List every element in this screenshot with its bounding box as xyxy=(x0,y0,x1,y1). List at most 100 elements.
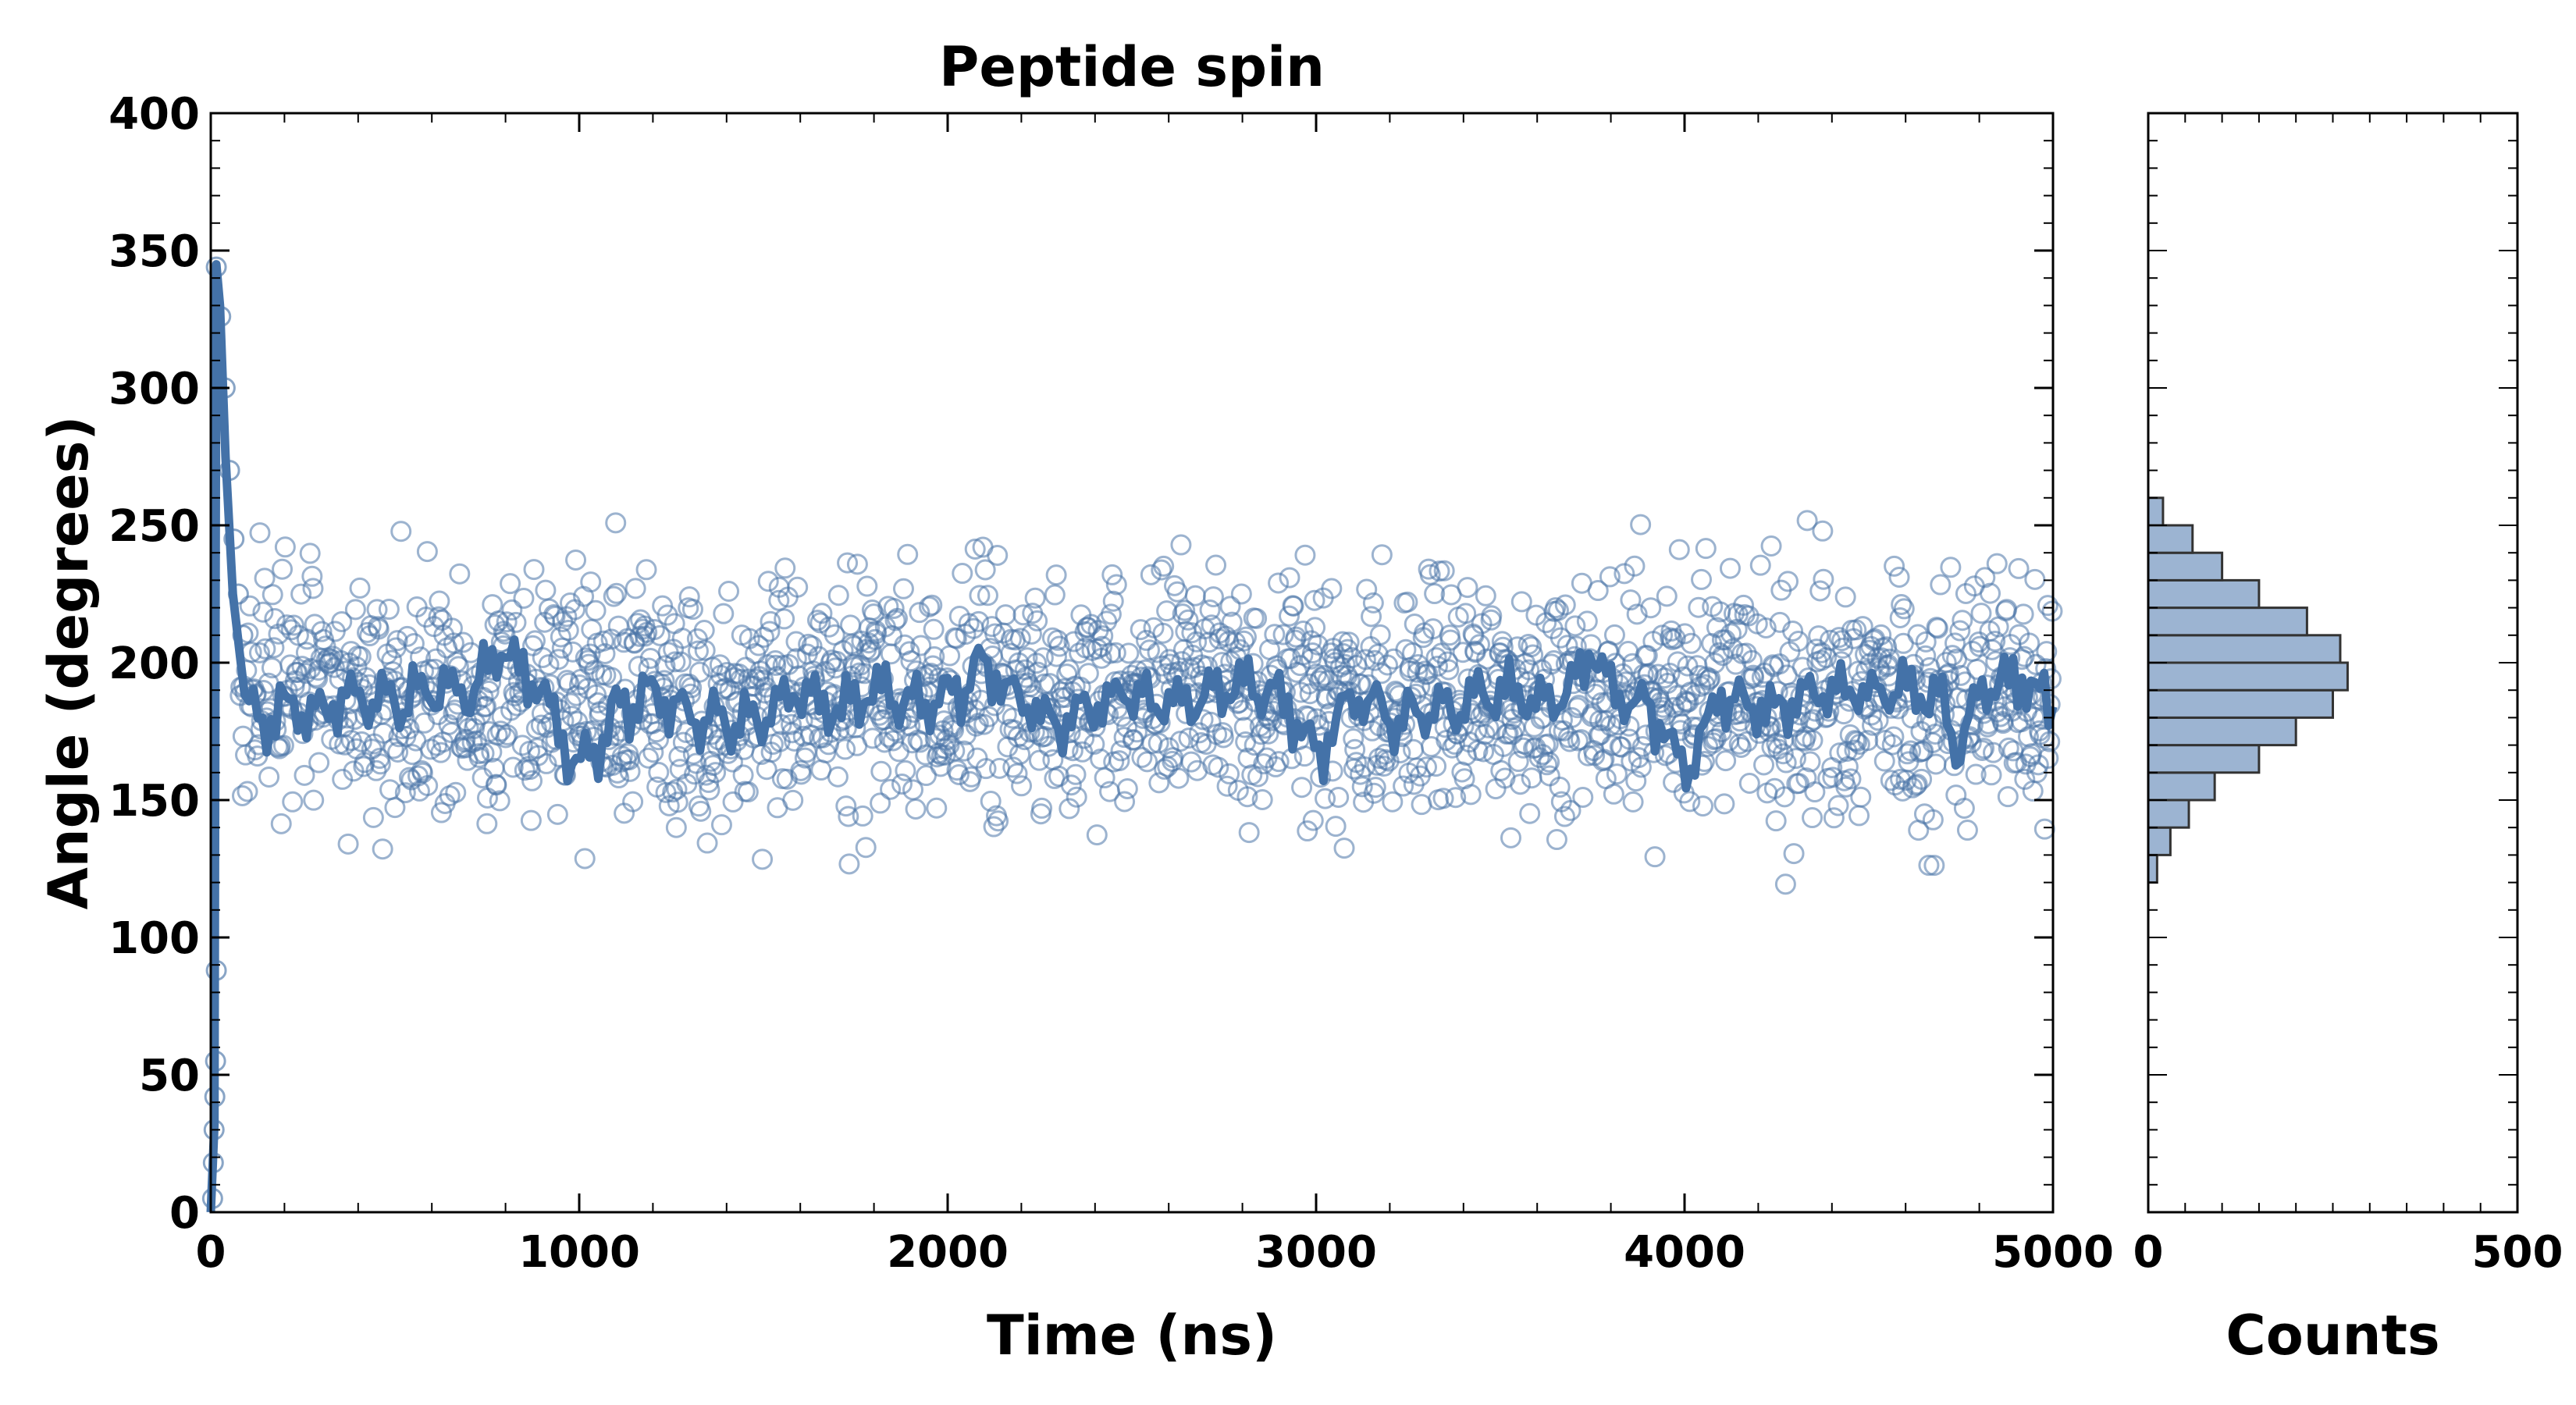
data-point xyxy=(1328,786,1350,808)
data-point xyxy=(2019,632,2041,654)
data-point xyxy=(1238,822,1260,844)
data-point xyxy=(2033,818,2055,840)
data-point xyxy=(974,559,996,581)
data-point xyxy=(449,563,471,585)
data-point xyxy=(1870,624,1892,646)
data-point xyxy=(1749,554,1771,576)
data-point xyxy=(870,792,891,814)
data-point xyxy=(642,742,664,763)
data-point xyxy=(1550,627,1571,649)
data-point xyxy=(594,642,616,664)
data-point xyxy=(447,656,469,678)
data-point xyxy=(1620,589,1642,611)
data-point xyxy=(331,610,353,632)
data-point xyxy=(1351,776,1373,798)
data-point xyxy=(1883,726,1905,748)
data-point xyxy=(1704,653,1726,674)
data-point xyxy=(1630,514,1652,535)
data-point xyxy=(254,567,276,589)
data-point xyxy=(1765,810,1787,832)
data-point xyxy=(1896,743,1918,765)
data-point xyxy=(1416,756,1438,778)
data-point xyxy=(264,608,286,630)
data-point xyxy=(1719,557,1741,579)
data-point xyxy=(975,758,997,780)
data-point xyxy=(337,833,359,855)
data-point xyxy=(1006,763,1028,784)
main-plot: Peptide spin 0 1000 2000 3000 4000 5000 0 50 100… xyxy=(37,35,2114,1368)
data-point xyxy=(880,643,902,665)
data-point xyxy=(948,764,970,786)
data-point xyxy=(237,781,258,802)
data-point xyxy=(1774,786,1795,808)
data-point xyxy=(546,803,568,825)
data-point xyxy=(270,813,292,834)
data-point xyxy=(696,832,718,854)
x-tick-label: 0 xyxy=(196,1227,226,1278)
data-point xyxy=(276,614,297,636)
data-point xyxy=(1617,641,1639,663)
data-point xyxy=(1949,620,1971,642)
data-point xyxy=(478,680,500,702)
y-tick-label: 250 xyxy=(109,501,200,552)
data-point xyxy=(1101,564,1123,585)
data-point xyxy=(1577,745,1599,767)
data-point xyxy=(1603,624,1625,646)
data-point xyxy=(2039,731,2061,752)
data-point xyxy=(384,797,406,819)
data-point xyxy=(888,741,910,763)
data-point xyxy=(693,620,715,642)
data-point xyxy=(1114,791,1136,813)
data-point xyxy=(1553,806,1575,827)
data-point xyxy=(1147,732,1169,754)
data-point xyxy=(1219,596,1241,617)
data-point xyxy=(1481,605,1503,627)
data-point xyxy=(1888,567,1910,589)
data-point xyxy=(883,597,905,619)
data-point xyxy=(1907,624,1929,646)
data-point xyxy=(1823,807,1845,829)
data-point xyxy=(862,727,884,749)
histogram-bar xyxy=(2147,744,2261,774)
data-point xyxy=(647,729,669,751)
data-point xyxy=(520,809,542,831)
data-point xyxy=(801,635,823,657)
data-point xyxy=(254,638,276,660)
data-point xyxy=(1315,788,1336,809)
histogram-bar xyxy=(2147,799,2190,829)
data-point xyxy=(368,618,390,640)
data-point xyxy=(1922,809,1944,831)
data-point xyxy=(1026,653,1048,674)
data-point xyxy=(856,575,878,597)
data-point xyxy=(344,599,366,621)
data-point xyxy=(880,778,902,800)
data-point xyxy=(1626,603,1648,625)
data-point xyxy=(1473,741,1495,763)
data-point xyxy=(718,581,740,603)
data-point xyxy=(476,813,498,834)
data-point xyxy=(1539,765,1560,787)
data-point xyxy=(489,790,511,812)
data-point xyxy=(671,628,693,649)
data-point xyxy=(1170,534,1192,556)
y-tick-label: 100 xyxy=(109,913,200,964)
data-point xyxy=(768,589,790,611)
data-point xyxy=(1361,606,1382,628)
data-point xyxy=(1774,873,1796,895)
y-tick-label: 300 xyxy=(109,364,200,414)
running-mean-line xyxy=(206,260,2058,1213)
data-point xyxy=(688,661,710,683)
data-point xyxy=(1802,730,1823,752)
data-point xyxy=(1969,635,1991,657)
data-point xyxy=(953,740,975,762)
data-point xyxy=(349,577,371,599)
data-point xyxy=(1713,793,1735,815)
data-point xyxy=(1155,663,1176,685)
data-point xyxy=(964,538,986,560)
data-point xyxy=(601,667,623,688)
data-point xyxy=(476,787,498,809)
data-point xyxy=(905,798,927,820)
data-point xyxy=(362,806,384,828)
data-point xyxy=(495,727,517,749)
